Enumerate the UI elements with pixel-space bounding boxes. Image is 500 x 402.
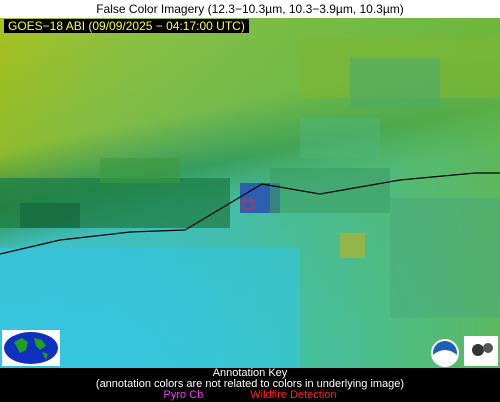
key-items: Pyro Cb Wildfire Detection bbox=[0, 390, 500, 401]
annotation-key: Annotation Key (annotation colors are no… bbox=[0, 368, 500, 402]
key-item: Wildfire Detection bbox=[250, 389, 337, 401]
cimss-logo bbox=[464, 336, 498, 366]
imagery-blocks bbox=[0, 38, 500, 368]
noaa-logo bbox=[431, 339, 459, 367]
image-title: False Color Imagery (12.3−10.3µm, 10.3−3… bbox=[0, 0, 500, 18]
border-line bbox=[0, 172, 500, 255]
key-item: Pyro Cb bbox=[163, 389, 204, 401]
wildfire-detection-box bbox=[242, 199, 254, 210]
satellite-label: GOES−18 ABI (09/09/2025 − 04:17:00 UTC) bbox=[4, 19, 249, 33]
globe-logo bbox=[2, 330, 60, 366]
key-title: Annotation Key bbox=[212, 367, 288, 379]
key-note: (annotation colors are not related to co… bbox=[95, 378, 405, 390]
satellite-image bbox=[0, 18, 500, 368]
